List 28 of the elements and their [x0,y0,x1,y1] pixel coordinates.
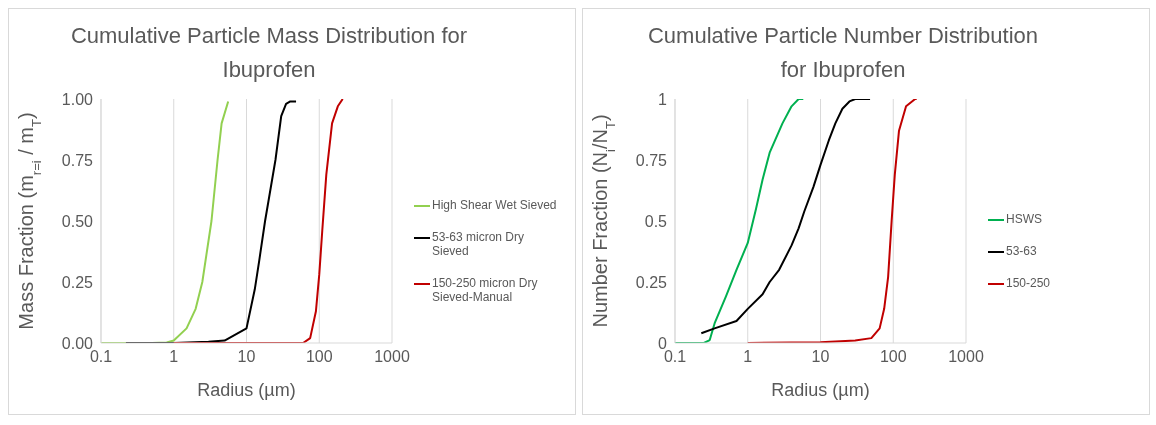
legend-label: 150-250 [1006,276,1051,290]
x-tick-label: 1000 [948,348,984,366]
y-tick-label: 0.75 [61,151,94,169]
y-tick-label: 1 [658,90,668,108]
x-tick-label: 1000 [374,348,410,366]
chart-title: Cumulative Particle Mass Distribution for Ibuprofen [69,22,469,84]
chart-title: Cumulative Particle Number Distribution for Ibuprofen [647,22,1039,84]
y-tick-label: 1.00 [61,90,94,108]
y-tick-label: 0.75 [635,151,668,169]
x-axis-title: Radius (µm) [771,380,870,400]
legend-label: HSWS [1006,212,1042,226]
x-tick-label: 10 [237,348,256,366]
y-tick-label: 0.25 [635,273,668,291]
y-tick-label: 0.5 [644,212,668,230]
x-tick-label: 1 [743,348,753,366]
x-axis-title: Radius (µm) [197,380,296,400]
legend-label: 53-63 [1006,244,1037,258]
legend-label: High Shear Wet Sieved [432,198,557,212]
x-tick-label: 100 [879,348,907,366]
legend-label: 53-63 micron Dry Sieved [432,230,526,258]
x-tick-label: 1 [169,348,179,366]
y-tick-label: 0.25 [61,273,94,291]
x-tick-label: 0.1 [89,348,113,366]
x-tick-label: 0.1 [663,348,687,366]
x-tick-label: 100 [305,348,333,366]
y-tick-label: 0.50 [61,212,94,230]
legend-label: 150-250 micron Dry Sieved-Manual [432,276,539,304]
x-tick-label: 10 [811,348,830,366]
